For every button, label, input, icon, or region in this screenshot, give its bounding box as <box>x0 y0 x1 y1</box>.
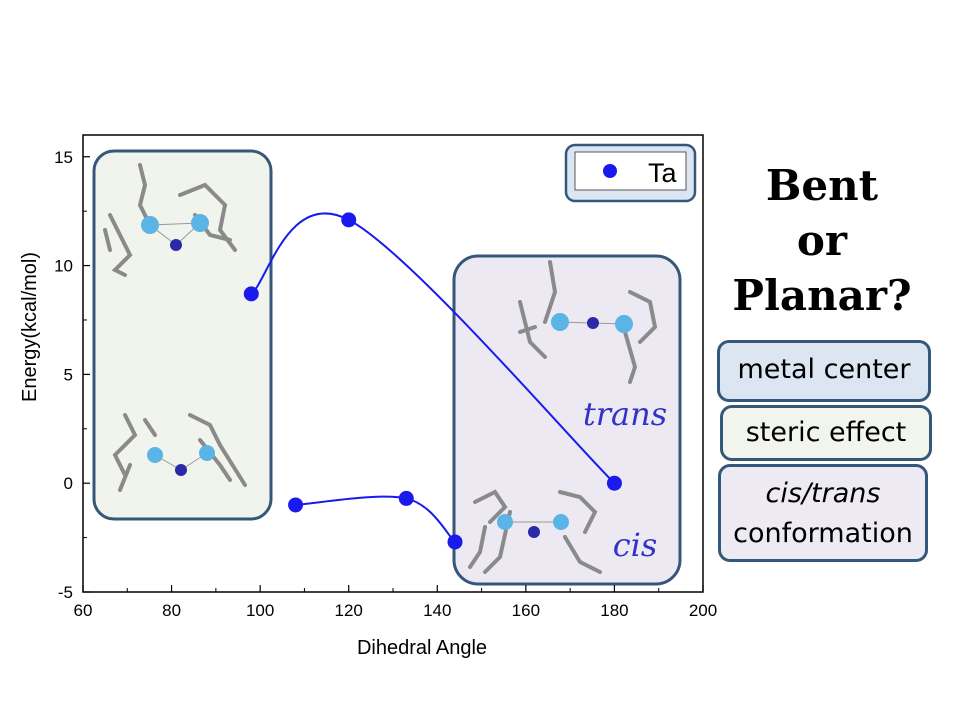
conformation-tag-label: conformation <box>733 518 913 549</box>
title-line-2: or <box>796 216 848 265</box>
x-tick-label: 180 <box>600 601 628 620</box>
conformation-tag-italic: cis/trans <box>765 478 881 509</box>
x-tick-label: 200 <box>689 601 717 620</box>
y-tick-label: 5 <box>64 365 73 384</box>
molecule-structure-icon <box>518 260 658 384</box>
data-point-trans <box>606 475 622 491</box>
molecule-structure-icon <box>103 163 237 277</box>
data-point-cis <box>398 490 414 506</box>
title-line-3: Planar? <box>732 271 912 320</box>
metal-center-tag: metal center <box>717 340 931 402</box>
title-line-1: Bent <box>765 161 879 210</box>
x-tick-label: 120 <box>335 601 363 620</box>
page-title: Bent or Planar? <box>712 158 932 323</box>
y-tick-label: 0 <box>64 474 73 493</box>
steric-effect-tag: steric effect <box>720 405 932 461</box>
data-point-cis <box>447 534 463 550</box>
legend-inner <box>574 151 687 191</box>
molecule-structure-icon <box>112 413 247 492</box>
bent-structures-panel <box>92 149 273 521</box>
data-point-cis <box>288 497 304 513</box>
data-point-trans <box>243 286 259 302</box>
cis-annotation: cis <box>613 526 658 564</box>
y-tick-label: 10 <box>54 257 73 276</box>
conformation-tag: cis/trans conformation <box>718 464 928 562</box>
x-axis-label: Dihedral Angle <box>357 637 487 659</box>
x-tick-label: 140 <box>423 601 451 620</box>
y-axis-label: Energy(kcal/mol) <box>19 252 41 402</box>
x-tick-label: 100 <box>246 601 274 620</box>
legend-marker <box>603 164 617 178</box>
x-tick-label: 60 <box>74 601 93 620</box>
trans-annotation: trans <box>583 395 667 433</box>
curve-trans <box>250 212 616 484</box>
molecule-structure-icon <box>468 489 602 574</box>
x-tick-label: 80 <box>162 601 181 620</box>
x-tick-label: 160 <box>512 601 540 620</box>
y-tick-label: 15 <box>54 148 73 167</box>
legend-label: Ta <box>648 158 678 188</box>
planar-structures-panel <box>452 254 682 586</box>
data-point-trans <box>341 212 357 228</box>
y-tick-label: -5 <box>58 583 73 602</box>
